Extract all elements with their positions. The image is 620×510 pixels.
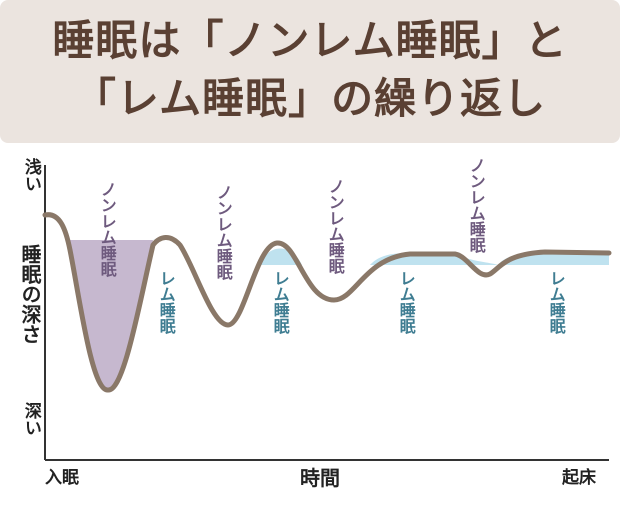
x-axis-start-label: 入眠 xyxy=(45,468,79,488)
rem-label: レム睡眠 xyxy=(156,270,176,334)
x-axis-title: 時間 xyxy=(300,466,340,490)
title-line-1: 睡眠は「ノンレム睡眠」と xyxy=(52,16,568,65)
nrem-label: ノンレム睡眠 xyxy=(97,181,117,277)
rem-label: レム睡眠 xyxy=(546,270,566,334)
rem-label: レム睡眠 xyxy=(396,270,416,334)
nrem-label: ノンレム睡眠 xyxy=(325,178,345,274)
x-axis-end-label: 起床 xyxy=(562,468,596,488)
nrem-fill-1 xyxy=(68,240,153,391)
y-axis-title: 睡眠の深さ xyxy=(18,244,42,344)
title-line-2: 「レム睡眠」の繰り返し xyxy=(73,74,547,123)
y-axis-shallow-label: 浅い xyxy=(20,158,41,192)
rem-label: レム睡眠 xyxy=(270,270,290,334)
nrem-label: ノンレム睡眠 xyxy=(213,184,233,280)
nrem-label: ノンレム睡眠 xyxy=(466,157,486,253)
sleep-depth-curve xyxy=(42,212,612,393)
y-axis-deep-label: 深い xyxy=(20,402,41,436)
title-banner: 睡眠は「ノンレム睡眠」と 「レム睡眠」の繰り返し xyxy=(0,0,620,143)
